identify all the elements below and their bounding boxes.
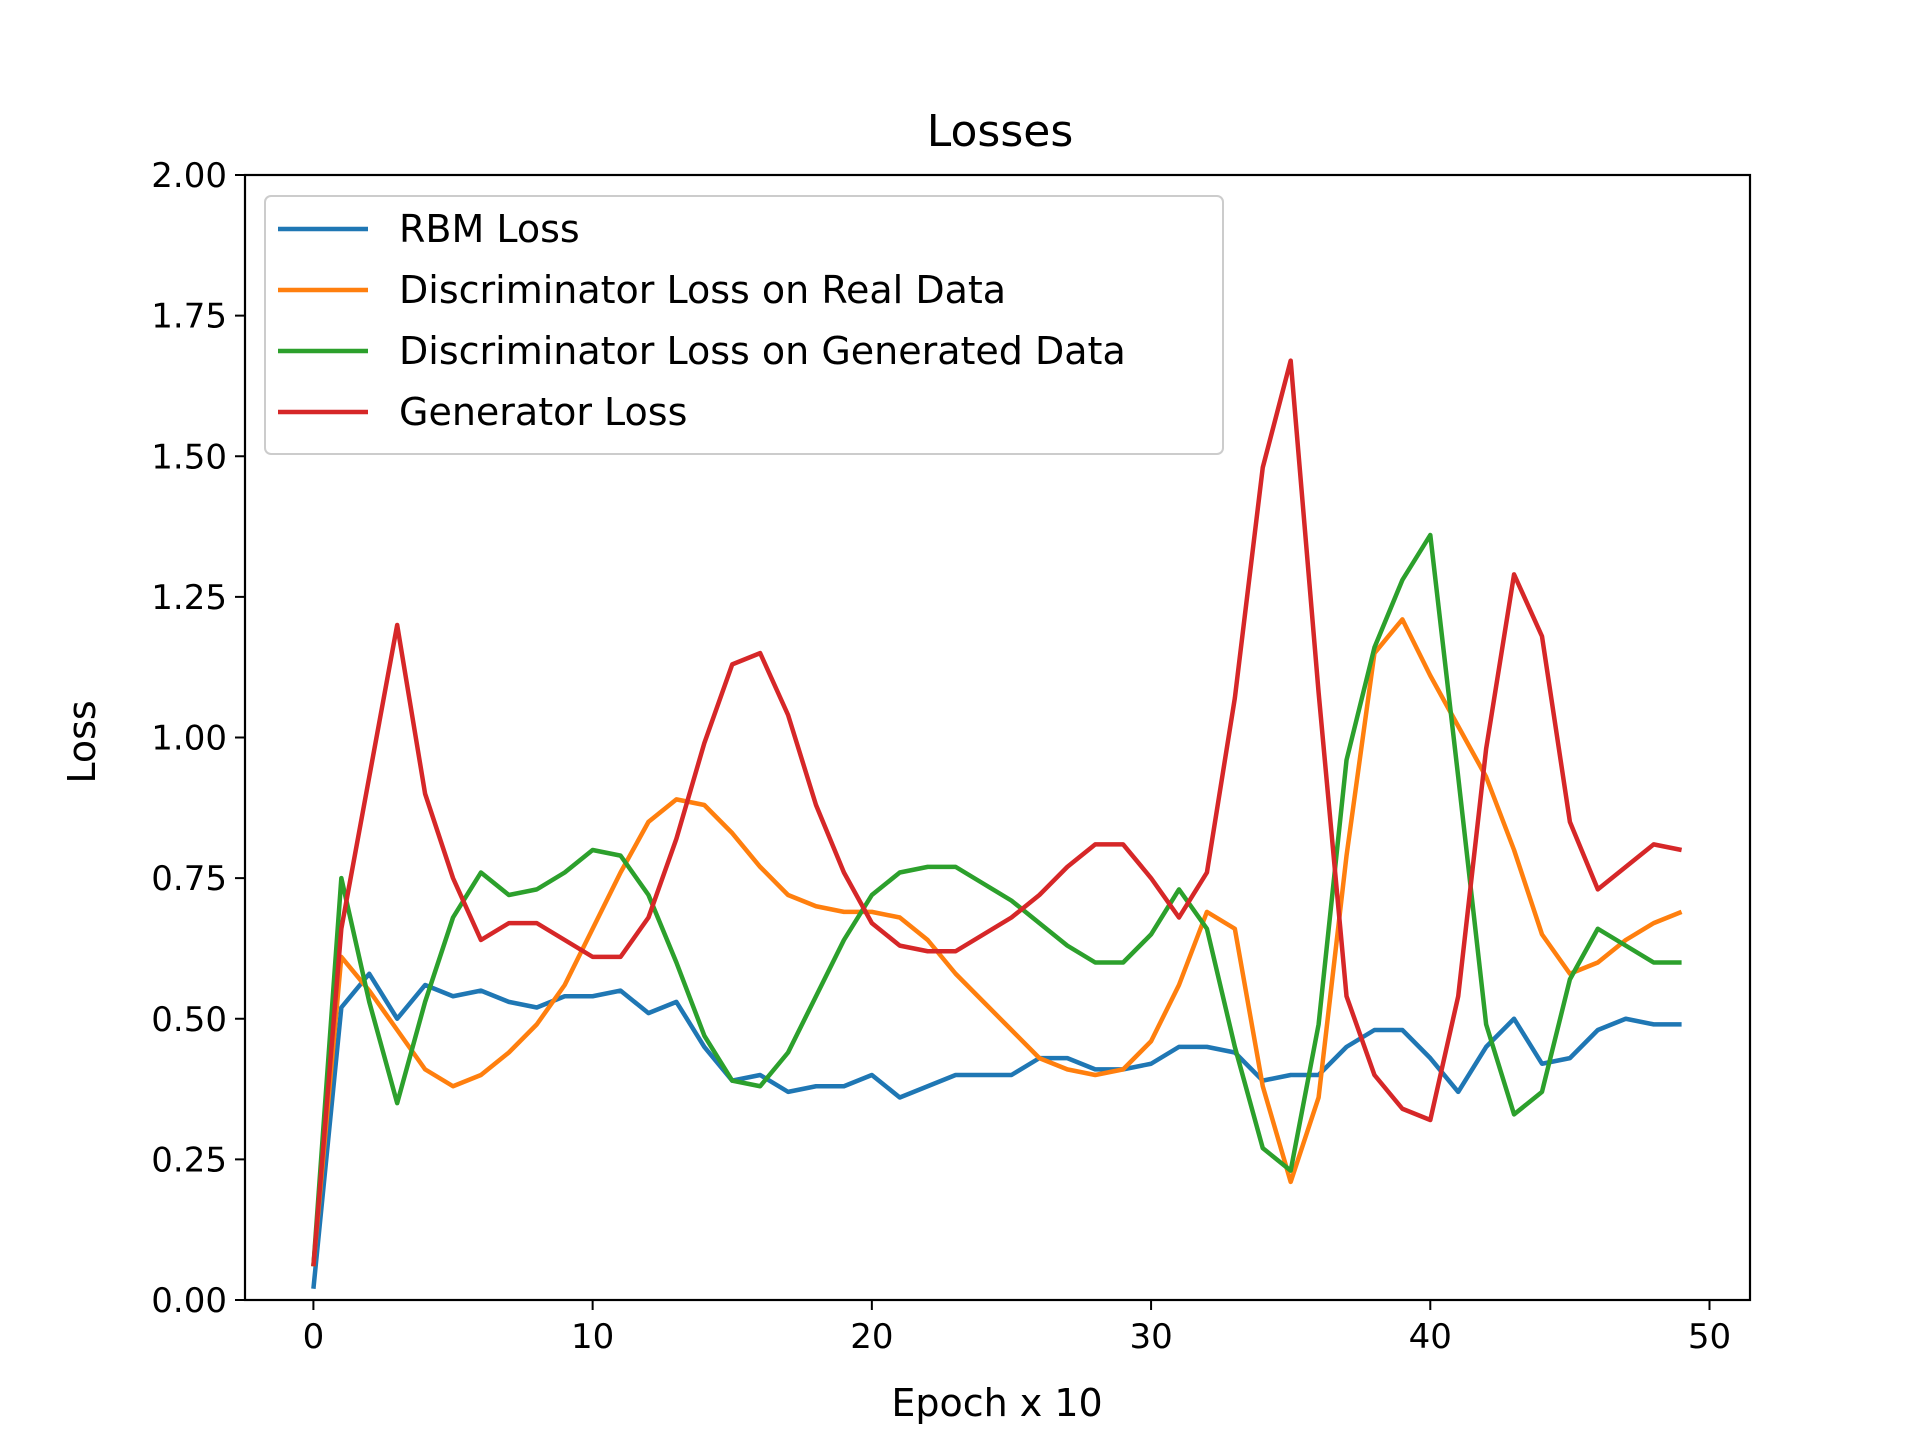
y-tick-label: 0.75	[151, 859, 227, 899]
x-axis: 0 10 20 30 40 50	[303, 1300, 1731, 1357]
legend-label-discriminator-loss-on-generated-data: Discriminator Loss on Generated Data	[399, 329, 1126, 373]
x-tick-label: 20	[850, 1317, 893, 1357]
legend-box	[264, 195, 1224, 455]
x-tick-label: 50	[1688, 1317, 1731, 1357]
x-tick-label: 0	[303, 1317, 325, 1357]
legend-label-rbm-loss: RBM Loss	[399, 207, 580, 251]
y-tick-label: 1.75	[151, 297, 227, 337]
x-axis-label: Epoch x 10	[891, 1381, 1102, 1425]
y-tick-label: 1.00	[151, 719, 227, 759]
y-tick-label: 2.00	[151, 156, 227, 196]
x-tick-label: 10	[571, 1317, 614, 1357]
series-layer	[311, 358, 1683, 1289]
y-axis-label: Loss	[60, 700, 104, 783]
y-tick-label: 0.25	[151, 1140, 227, 1180]
y-axis: 0.00 0.25 0.50 0.75 1.00 1.25 1.50 1.75 2.00	[151, 156, 245, 1321]
y-tick-label: 0.00	[151, 1281, 227, 1321]
y-tick-label: 1.50	[151, 437, 227, 477]
legend-label-generator-loss: Generator Loss	[399, 390, 687, 434]
x-tick-label: 40	[1409, 1317, 1452, 1357]
series-line-generator-loss	[311, 358, 1683, 1267]
series-line-discriminator-loss-on-generated-data	[311, 532, 1682, 1267]
chart-title: Losses	[927, 106, 1074, 157]
series-line-rbm-loss	[311, 971, 1682, 1289]
x-tick-label: 30	[1129, 1317, 1172, 1357]
legend-label-discriminator-loss-on-real-data: Discriminator Loss on Real Data	[399, 268, 1006, 312]
legend: RBM Loss Discriminator Loss on Real Data D…	[264, 195, 1224, 455]
y-tick-label: 0.50	[151, 1000, 227, 1040]
y-tick-label: 1.25	[151, 578, 227, 618]
